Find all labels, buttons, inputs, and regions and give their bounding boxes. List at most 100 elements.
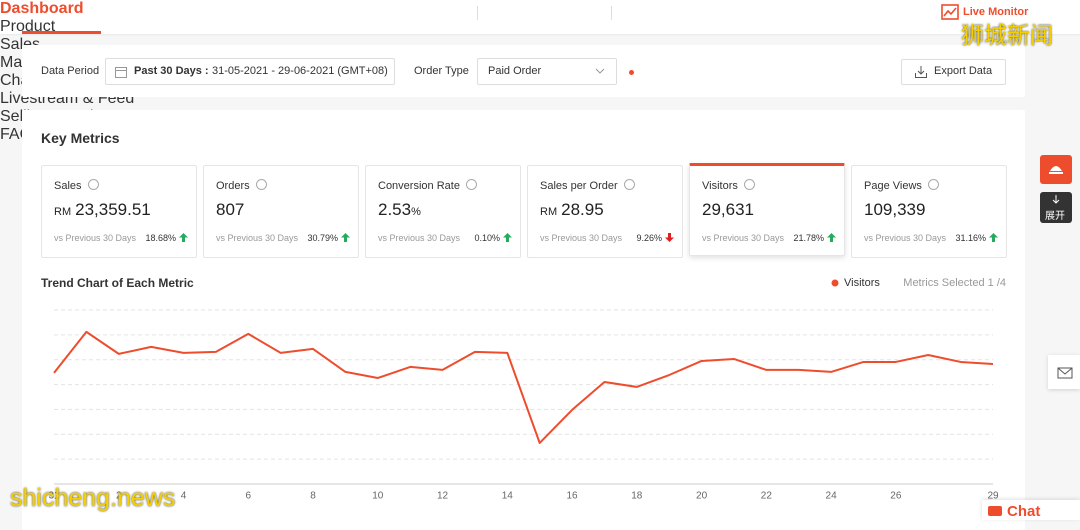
x-tick-label: 18 bbox=[631, 491, 643, 502]
x-tick-label: 10 bbox=[372, 491, 384, 502]
metric-number: 29,631 bbox=[702, 200, 754, 219]
change-value: 21.78% bbox=[793, 233, 824, 243]
metric-name-text: Conversion Rate bbox=[378, 180, 460, 192]
metric-name: Sales bbox=[54, 179, 99, 192]
metric-change: 9.26% bbox=[636, 233, 674, 243]
separator bbox=[477, 6, 478, 20]
active-underline bbox=[22, 31, 101, 34]
nav-label: Dashboard bbox=[0, 0, 84, 17]
metric-comparison: vs Previous 30 Days bbox=[216, 233, 299, 243]
change-value: 18.68% bbox=[145, 233, 176, 243]
export-label: Export Data bbox=[934, 65, 993, 77]
trend-chart: Trend Chart of Each Metric Metrics Selec… bbox=[41, 276, 1006, 502]
metric-name-text: Sales bbox=[54, 180, 82, 192]
metric-change: 18.68% bbox=[145, 233, 188, 243]
metric-name: Page Views bbox=[864, 179, 939, 192]
metrics-selected: Metrics Selected 1 /4 bbox=[903, 277, 1006, 289]
x-tick-label: 29 bbox=[987, 491, 999, 502]
data-period-label: Data Period bbox=[41, 65, 100, 77]
trend-arrow bbox=[341, 233, 350, 242]
metric-comparison: vs Previous 30 Days bbox=[540, 233, 623, 243]
message-icon bbox=[1057, 367, 1073, 379]
x-tick-label: 4 bbox=[181, 491, 187, 502]
message-button[interactable] bbox=[1048, 355, 1080, 389]
metric-number: 23,359.51 bbox=[75, 200, 151, 219]
metric-value: RM 28.95 bbox=[540, 200, 604, 220]
trend-arrow bbox=[179, 233, 188, 242]
metric-card[interactable]: Orders 807 vs Previous 30 Days 30.79% bbox=[203, 165, 359, 258]
change-value: 30.79% bbox=[307, 233, 338, 243]
help-icon bbox=[743, 179, 755, 190]
date-picker[interactable]: Past 30 Days : 31-05-2021 - 29-06-2021 (… bbox=[105, 58, 395, 85]
metric-prefix: RM bbox=[540, 206, 558, 218]
change-value: 9.26% bbox=[636, 233, 662, 243]
export-button[interactable]: Export Data bbox=[901, 59, 1006, 85]
side-icon bbox=[1049, 166, 1063, 174]
x-tick-label: 16 bbox=[567, 491, 579, 502]
chat-widget[interactable]: Chat bbox=[982, 500, 1080, 520]
metric-comparison: vs Previous 30 Days bbox=[702, 233, 785, 243]
metric-comparison: vs Previous 30 Days bbox=[864, 233, 947, 243]
metric-comparison: vs Previous 30 Days bbox=[378, 233, 461, 243]
metric-card[interactable]: Visitors 29,631 vs Previous 30 Days 21.78% bbox=[689, 163, 845, 256]
key-metrics-panel: Key Metrics Sales RM 23,359.51 vs Previous … bbox=[22, 110, 1025, 530]
x-tick-label: 6 bbox=[245, 491, 251, 502]
metric-card[interactable]: Page Views 109,339 vs Previous 30 Days 31.1… bbox=[851, 165, 1007, 258]
metric-value: 2.53% bbox=[378, 200, 421, 220]
metric-name: Orders bbox=[216, 179, 267, 192]
legend-label: Visitors bbox=[844, 277, 880, 289]
order-type: Paid Order bbox=[488, 65, 542, 77]
metric-value: 109,339 bbox=[864, 200, 925, 220]
watermark: 狮城新闻 bbox=[961, 23, 1053, 49]
download-icon bbox=[915, 66, 927, 78]
metric-name: Conversion Rate bbox=[378, 179, 477, 192]
metric-number: 28.95 bbox=[561, 200, 604, 219]
metric-number: 2.53 bbox=[378, 200, 412, 219]
line bbox=[53, 330, 994, 444]
order-type-select[interactable]: Paid Order bbox=[477, 58, 617, 85]
period-name: Past 30 Days : bbox=[134, 65, 209, 77]
live-monitor[interactable]: Live Monitor bbox=[963, 6, 1029, 18]
watermark: shicheng.news bbox=[10, 484, 176, 512]
help-icon bbox=[623, 179, 635, 190]
metric-card[interactable]: Conversion Rate 2.53% vs Previous 30 Days 0… bbox=[365, 165, 521, 258]
chat-icon bbox=[988, 506, 1002, 516]
metric-card[interactable]: Sales RM 23,359.51 vs Previous 30 Days 18.68… bbox=[41, 165, 197, 258]
nav-item[interactable]: Product bbox=[0, 18, 1080, 36]
key-metrics-title: Key Metrics bbox=[41, 130, 120, 146]
help-icon bbox=[927, 179, 939, 190]
chart-title: Trend Chart of Each Metric bbox=[41, 276, 194, 290]
trend-arrow bbox=[989, 233, 998, 242]
metric-name: Visitors bbox=[702, 179, 755, 192]
metric-name: Sales per Order bbox=[540, 179, 635, 192]
arrow-icon bbox=[1052, 195, 1060, 204]
help-icon bbox=[255, 179, 267, 190]
live-monitor-icon bbox=[941, 4, 959, 20]
trend-arrow bbox=[503, 233, 512, 242]
period-range: 31-05-2021 - 29-06-2021 (GMT+08) bbox=[212, 65, 388, 77]
metric-card[interactable]: Sales per Order RM 28.95 vs Previous 30 Day… bbox=[527, 165, 683, 258]
separator bbox=[611, 6, 612, 20]
side-button[interactable] bbox=[1040, 155, 1072, 184]
metric-comparison: vs Previous 30 Days bbox=[54, 233, 137, 243]
metric-name-text: Page Views bbox=[864, 180, 922, 192]
metric-name-text: Orders bbox=[216, 180, 250, 192]
calendar-icon bbox=[115, 67, 127, 78]
metric-change: 0.10% bbox=[474, 233, 512, 243]
change-value: 0.10% bbox=[474, 233, 500, 243]
x-tick-label: 12 bbox=[437, 491, 449, 502]
metric-change: 21.78% bbox=[793, 233, 836, 243]
metric-number: 807 bbox=[216, 200, 245, 219]
trend-arrow bbox=[827, 233, 836, 242]
x-tick-label: 22 bbox=[761, 491, 773, 502]
chevron bbox=[595, 68, 605, 74]
metric-suffix: % bbox=[411, 206, 421, 218]
metric-name-text: Sales per Order bbox=[540, 180, 618, 192]
expand-button[interactable]: 展开 bbox=[1040, 192, 1072, 223]
filter-bar: Data Period Past 30 Days : 31-05-2021 - … bbox=[22, 45, 1025, 97]
nav-item[interactable]: Dashboard bbox=[0, 0, 1080, 18]
metric-change: 31.16% bbox=[955, 233, 998, 243]
x-tick-label: 8 bbox=[310, 491, 316, 502]
chat-label: Chat bbox=[1007, 503, 1041, 520]
